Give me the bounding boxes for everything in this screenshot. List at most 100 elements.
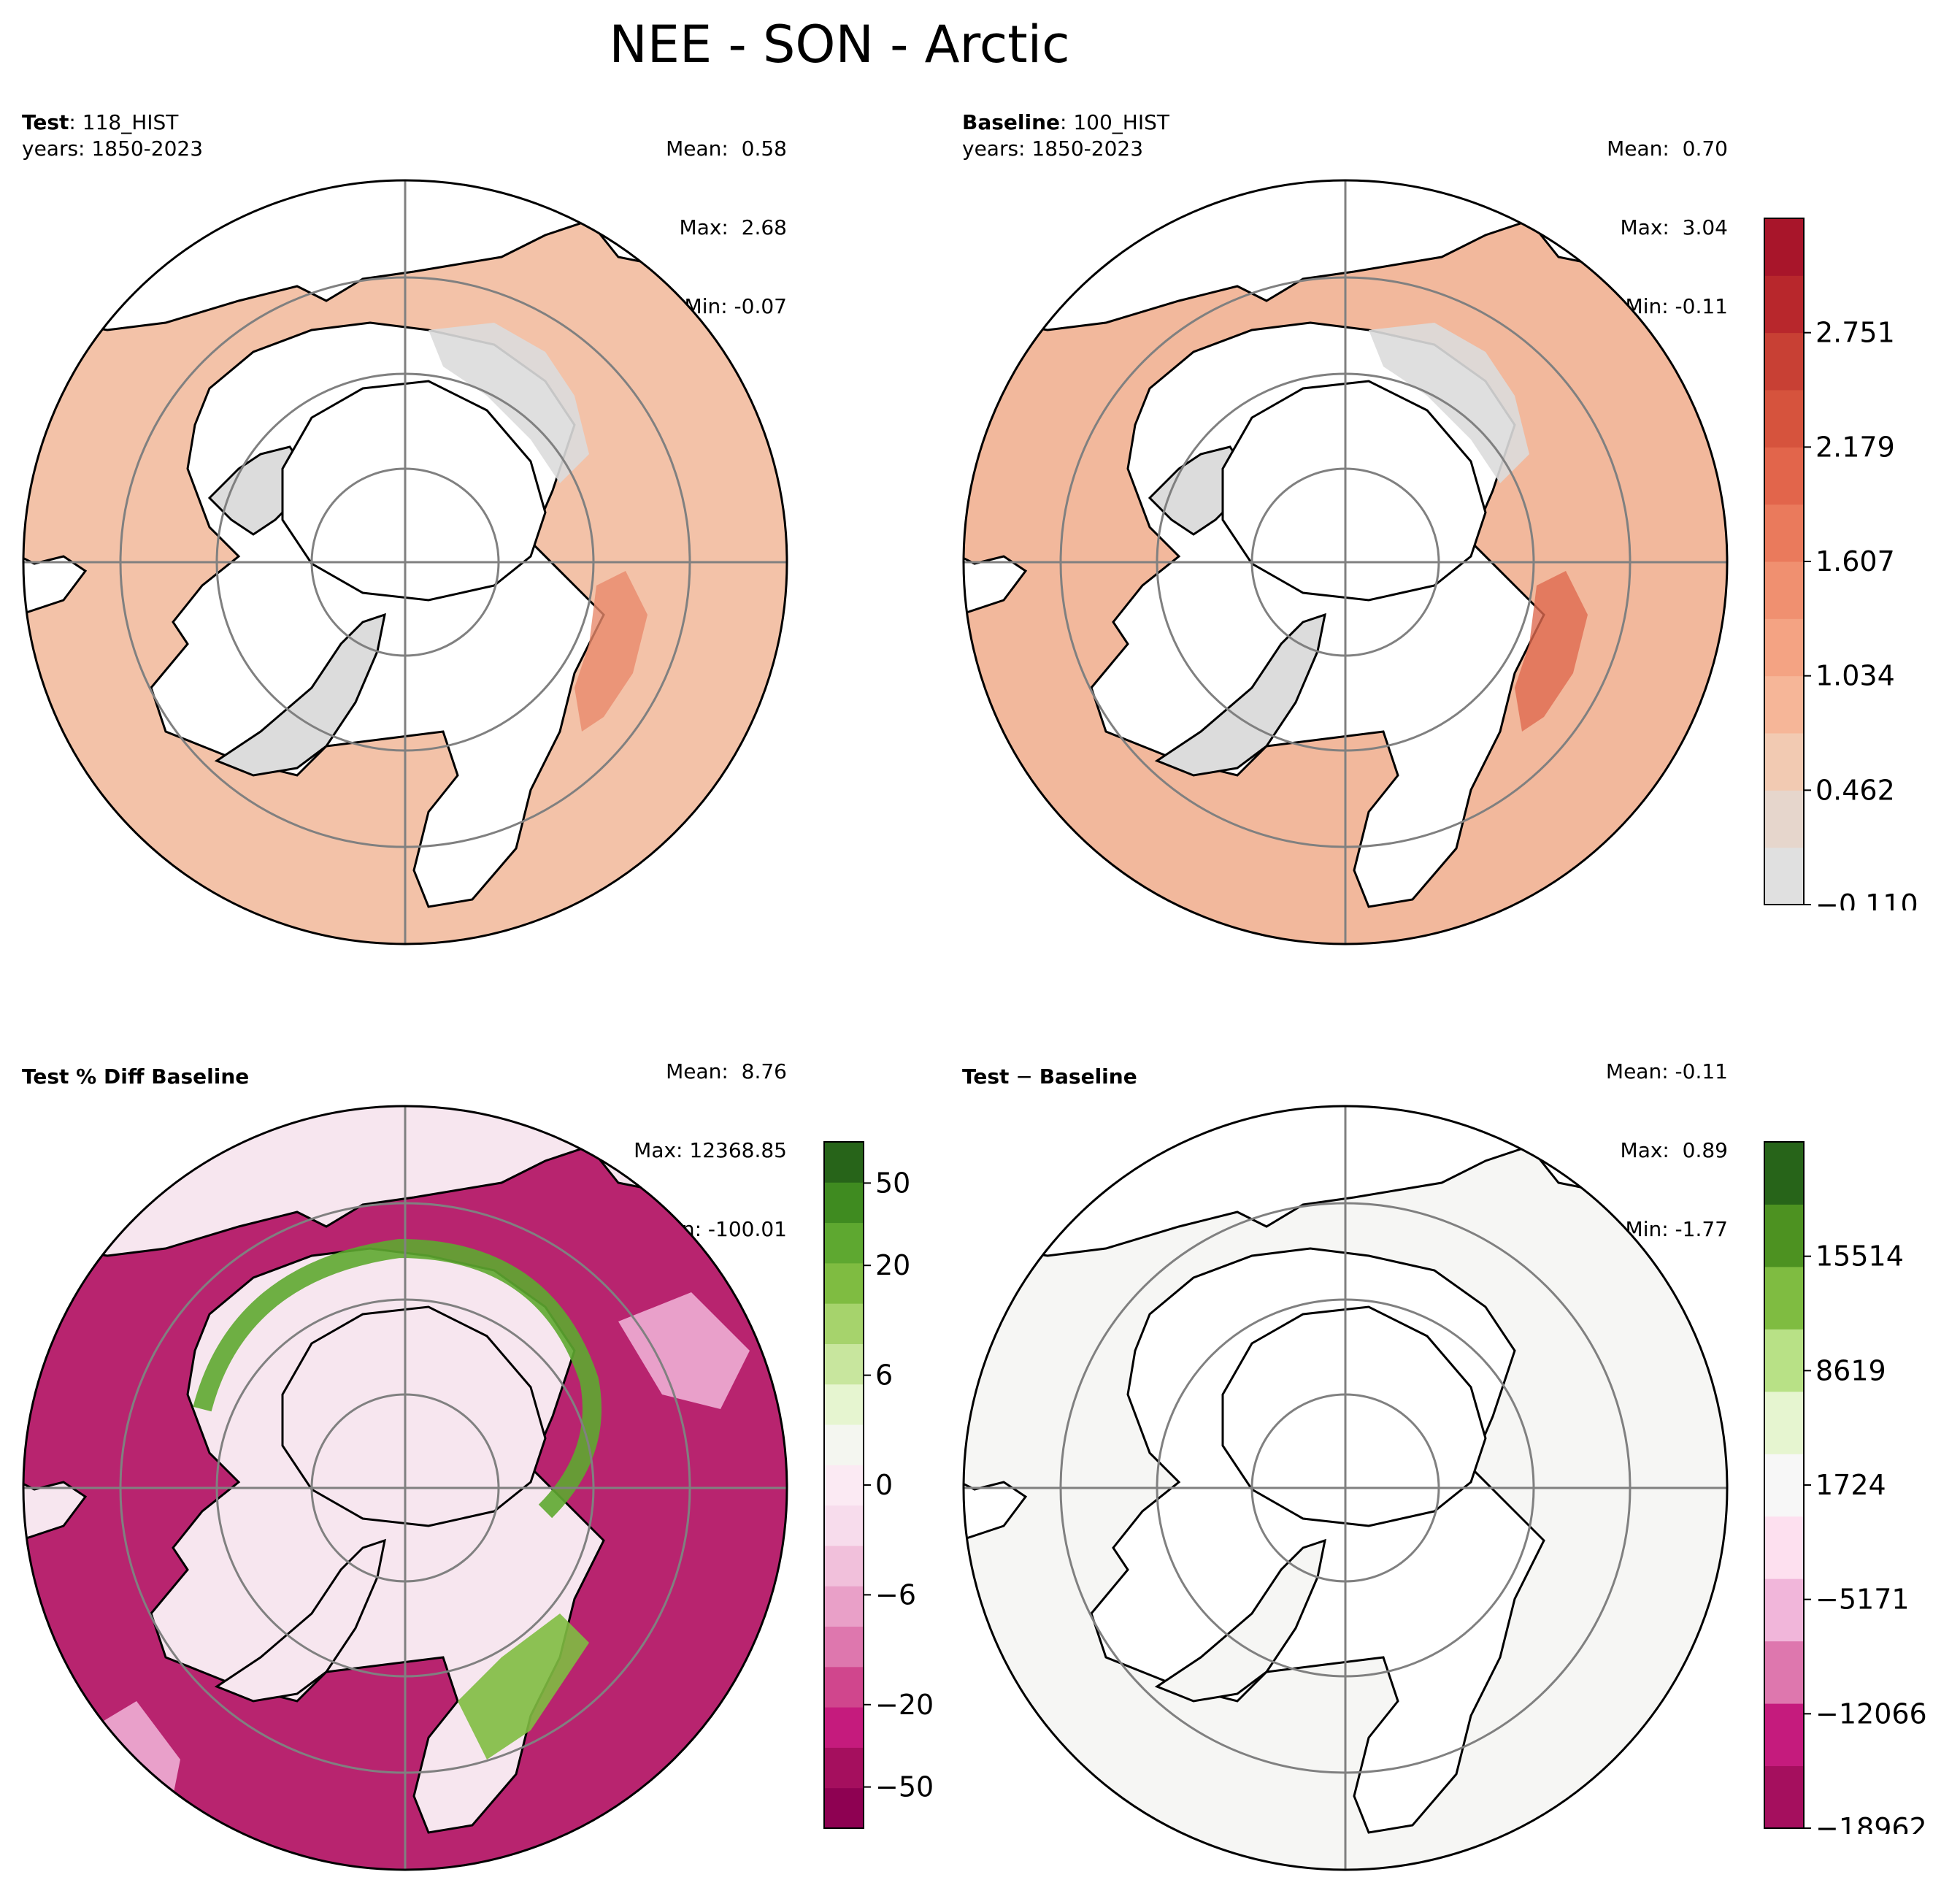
colorbar-segment [824,1384,864,1425]
graticule [964,180,1727,944]
test-header: Test: 118_HIST years: 1850-2023 [22,110,204,161]
colorbar-segment [1764,1204,1804,1267]
colorbar-segment [1764,218,1804,276]
colorbar-segment [1764,561,1804,619]
colorbar-segment [1764,618,1804,677]
colorbar-segment [1764,790,1804,848]
colorbar-segment [824,1787,864,1829]
pctdiff-colorbar: −50 −20 −6 0 6 20 50 [823,1141,934,1829]
baseline-map [962,179,1729,945]
arctic-ocean [1221,380,1487,602]
high-flux-band [574,571,647,732]
baseline-case: 100_HIST [1073,110,1169,134]
colorbar-segment [824,1586,864,1627]
pctdiff-mean: Mean: 8.76 [666,1059,787,1083]
colorbar-tick-label: 15514 [1815,1240,1904,1273]
colorbar-segment [1764,847,1804,905]
graticule [964,1106,1727,1870]
baseline-years: years: 1850-2023 [962,137,1144,161]
diff-stats: Mean: -0.11 Max: 0.89 Min: -1.77 [1606,1006,1728,1269]
colorbar-segment [1764,1578,1804,1642]
map-border [962,179,1729,945]
colorbar-tick-label: 0.462 [1815,774,1895,806]
colorbar-tick-label: 6 [875,1359,893,1392]
pctdiff-map [22,1105,788,1871]
diff-mean: Mean: -0.11 [1605,1059,1728,1083]
colorbar-tick-label: 0 [875,1469,893,1501]
diff-colorbar: −18962 −12066 −5171 1724 8619 15514 [1764,1141,1927,1834]
colorbar-tick-label: −50 [875,1771,934,1803]
figure-title: NEE - SON - Arctic [609,15,1070,74]
colorbar-tick-label: 20 [875,1249,910,1281]
colorbar-segment [1764,675,1804,734]
colorbar-segment [1764,1765,1804,1829]
test-map [22,179,788,945]
colorbar-segment [824,1505,864,1546]
baseline-mean: Mean: 0.70 [1607,137,1728,161]
colorbar-segment [824,1343,864,1385]
baseline-stats: Mean: 0.70 Max: 3.04 Min: -0.11 [1607,83,1728,346]
colorbar-tick-label: 1724 [1815,1469,1886,1501]
colorbar-segment [824,1142,864,1183]
map-border [962,1105,1729,1871]
colorbar-tick-label: −18962 [1815,1812,1927,1834]
colorbar-segment [824,1262,864,1304]
high-flux-band [1515,571,1588,732]
colorbar-segment [1764,1329,1804,1392]
land-ring [964,219,1727,944]
green-ring [193,1238,602,1519]
greenland [1154,1538,1326,1703]
colorbar-tick-label: −20 [875,1689,934,1721]
colorbar-segment [824,1666,864,1708]
diff-label-baseline: Baseline [1039,1064,1137,1089]
greenland [214,1538,386,1703]
colorbar-tick-label: −6 [875,1578,916,1611]
colorbar-tick-label: −5171 [1815,1584,1910,1616]
diff-label-sep: − [1009,1064,1039,1089]
colorbar-segment [1764,504,1804,562]
colorbar-segment [824,1303,864,1344]
map-border [22,1105,788,1871]
colorbar-tick-label: 2.179 [1815,431,1895,463]
pctdiff-stats: Mean: 8.76 Max: 12368.85 Min: -100.01 [634,1006,787,1269]
baseline-max: Max: 3.04 [1620,215,1728,239]
colorbar-segment [1764,1142,1804,1205]
test-label: Test [22,110,69,134]
baseline-header: Baseline: 100_HIST years: 1850-2023 [962,110,1169,161]
main-colorbar: −0.110 0.462 1.034 1.607 2.179 2.751 [1764,218,1918,910]
siberia-grey [428,323,589,483]
colorbar-segment [1764,1703,1804,1767]
diff-max: Max: 0.89 [1620,1138,1728,1162]
colorbar-segment [1764,733,1804,791]
green-scandinavia [458,1614,589,1760]
colorbar-segment [1764,1516,1804,1579]
graticule [23,180,787,944]
colorbar-tick-label: −12066 [1815,1697,1927,1730]
test-case: 118_HIST [82,110,179,134]
colorbar-segment [824,1707,864,1748]
colorbar-segment [1764,275,1804,334]
colorbar-tick-label: −0.110 [1815,889,1918,910]
test-mean: Mean: 0.58 [666,137,787,161]
arctic-ocean [281,380,547,602]
colorbar-tick-label: 50 [875,1167,910,1199]
arctic-ocean [281,1305,547,1527]
colorbar-segment [1764,1266,1804,1330]
greenland [214,613,386,777]
pctdiff-max: Max: 12368.85 [634,1138,787,1162]
colorbar-segment [824,1465,864,1506]
test-years: years: 1850-2023 [22,137,204,161]
colorbar-segment [824,1182,864,1224]
pctdiff-label: Test % Diff Baseline [22,1064,250,1089]
colorbar-segment [1764,447,1804,505]
colorbar-tick-label: 2.751 [1815,317,1895,349]
test-max: Max: 2.68 [679,215,787,239]
colorbar-tick-label: 1.034 [1815,660,1895,692]
siberia-grey [1369,323,1529,483]
arctic-ocean [1221,1305,1487,1527]
diff-map [962,1105,1729,1871]
colorbar-segment [824,1747,864,1789]
baseline-label: Baseline [962,110,1061,134]
graticule [23,1106,787,1870]
colorbar-segment [1764,1454,1804,1517]
